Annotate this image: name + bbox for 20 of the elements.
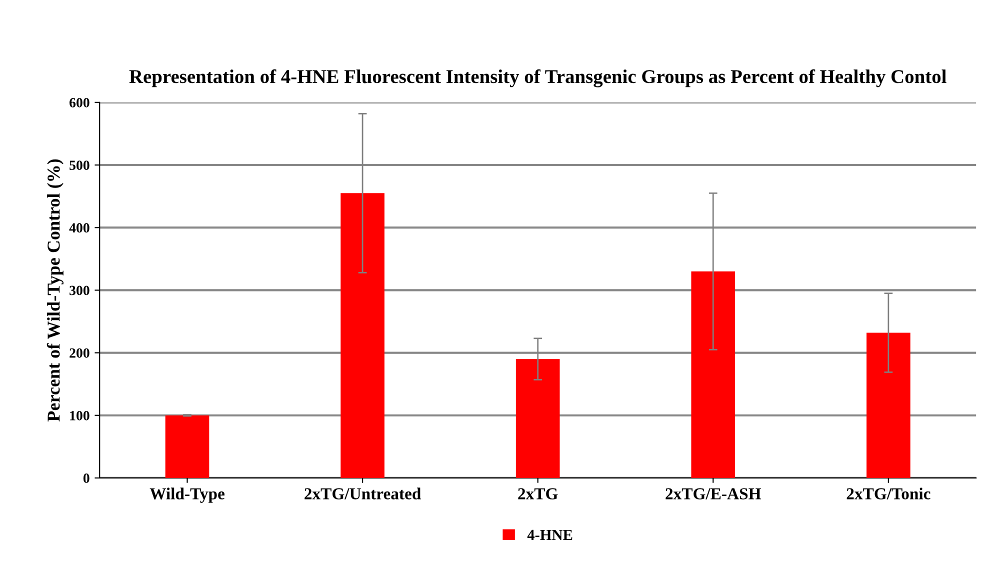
bar	[866, 332, 910, 478]
x-tick-label: 2xTG/Tonic	[846, 488, 930, 500]
bar	[516, 359, 560, 478]
x-tick-label: 2xTG/E-ASH	[666, 488, 762, 500]
y-tick-label: 100	[70, 410, 90, 420]
x-tick-label: Wild-Type	[150, 488, 224, 503]
y-tick-label: 400	[69, 223, 90, 233]
legend-label: 4-HNE	[527, 530, 572, 540]
y-tick-label: 300	[70, 286, 90, 296]
x-tick-label: 2xTG/Untreated	[304, 488, 421, 500]
y-axis-title: Percent of Wild-Type Control (%)	[46, 159, 64, 422]
y-tick-label: 0	[83, 474, 90, 483]
bar	[691, 271, 736, 478]
bar	[165, 415, 210, 478]
y-tick-label: 500	[70, 160, 90, 170]
y-tick-label: 600	[70, 98, 90, 108]
y-tick-label: 200	[70, 348, 90, 358]
x-tick-label: 2xTG	[518, 488, 558, 500]
chart-title: Representation of 4-HNE Fluorescent Intensity of Transgenic Groups as Percent of Healthy Contol	[129, 69, 946, 88]
bar	[340, 193, 384, 478]
